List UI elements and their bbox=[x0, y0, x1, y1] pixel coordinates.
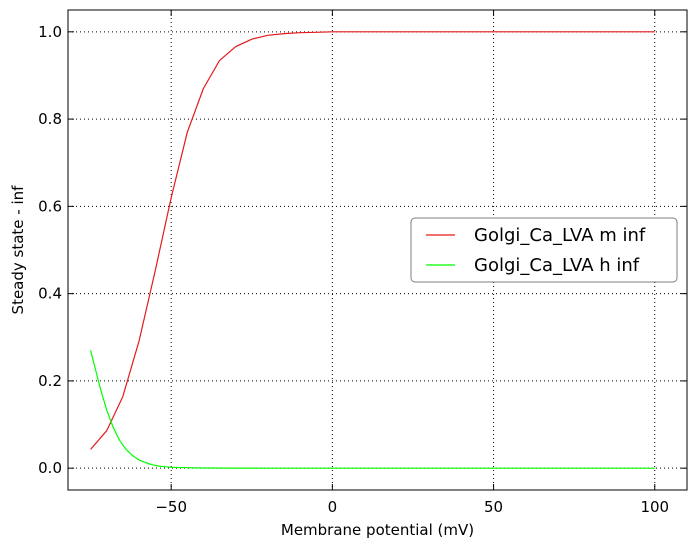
y-tick-label: 0.8 bbox=[38, 110, 62, 128]
legend-label-1: Golgi_Ca_LVA m inf bbox=[474, 225, 646, 246]
x-tick-label: 0 bbox=[328, 498, 338, 516]
series-line-2 bbox=[90, 350, 655, 469]
y-tick-label: 0.0 bbox=[38, 459, 62, 477]
legend-box bbox=[410, 217, 678, 283]
y-tick-label: 1.0 bbox=[38, 23, 62, 41]
x-axis-label: Membrane potential (mV) bbox=[281, 521, 474, 539]
y-tick-label: 0.6 bbox=[38, 197, 62, 215]
y-tick-label: 0.4 bbox=[38, 285, 62, 303]
x-tick-label: 50 bbox=[484, 498, 503, 516]
axis-ticks: −50 0 50 100 0.0 0.2 0.4 0.6 0.8 1.0 bbox=[38, 10, 687, 516]
x-tick-label: 100 bbox=[640, 498, 669, 516]
y-axis-label: Steady state - inf bbox=[9, 185, 27, 315]
plot-frame bbox=[67, 9, 688, 491]
series-line-1 bbox=[90, 31, 655, 450]
series-lines bbox=[90, 31, 655, 469]
legend-label-2: Golgi_Ca_LVA h inf bbox=[474, 255, 640, 276]
y-tick-label: 0.2 bbox=[38, 372, 62, 390]
x-tick-label: −50 bbox=[155, 498, 187, 516]
legend: Golgi_Ca_LVA m inf Golgi_Ca_LVA h inf bbox=[410, 217, 678, 283]
